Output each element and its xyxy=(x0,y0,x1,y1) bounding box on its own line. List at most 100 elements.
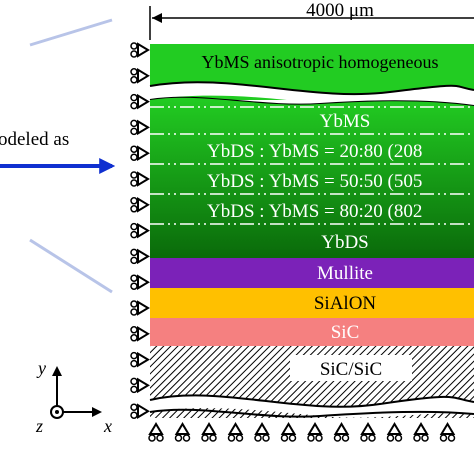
support xyxy=(130,334,138,342)
support xyxy=(130,68,138,76)
support xyxy=(137,145,150,161)
dimension-label: 4000 μm xyxy=(306,0,374,21)
interface-line xyxy=(149,81,474,96)
support xyxy=(421,434,429,442)
support xyxy=(130,179,138,187)
support xyxy=(130,93,138,102)
layer xyxy=(150,97,474,258)
support xyxy=(130,76,138,84)
support xyxy=(137,222,150,239)
support xyxy=(130,377,138,386)
support xyxy=(280,422,297,435)
support xyxy=(413,434,421,442)
layer xyxy=(150,288,474,318)
support xyxy=(137,300,150,316)
axis-label: z xyxy=(35,416,43,436)
interface-line xyxy=(149,394,474,408)
support xyxy=(394,434,403,442)
layer xyxy=(150,318,474,346)
support xyxy=(130,351,138,360)
support xyxy=(137,171,150,187)
support xyxy=(201,422,217,435)
dimension-arrow xyxy=(152,13,162,23)
support xyxy=(130,145,138,153)
axis-label: x xyxy=(103,416,112,436)
support xyxy=(137,248,150,265)
support xyxy=(130,282,138,290)
support xyxy=(386,434,395,442)
support xyxy=(130,50,138,58)
support xyxy=(137,377,150,394)
layer-label: YbDS : YbMS = 80:20 (802 xyxy=(207,201,422,222)
support xyxy=(307,434,315,442)
layer-label: SiAlON xyxy=(314,293,377,314)
support xyxy=(174,434,183,442)
support xyxy=(130,300,138,308)
support xyxy=(130,326,138,334)
support xyxy=(254,422,270,435)
support xyxy=(307,422,323,435)
support xyxy=(130,308,138,316)
layer-label: SiC/SiC xyxy=(320,359,382,380)
support xyxy=(368,434,376,442)
support xyxy=(137,326,150,342)
layer-label: SiC xyxy=(331,322,360,343)
support xyxy=(386,422,403,435)
support xyxy=(137,274,150,290)
support xyxy=(315,434,323,442)
support xyxy=(137,42,150,58)
support xyxy=(439,434,448,442)
guide-line xyxy=(29,238,113,294)
layer-label: Mullite xyxy=(317,263,373,284)
support xyxy=(130,42,138,50)
dash-lines xyxy=(150,106,474,225)
support xyxy=(137,93,150,110)
guide-line xyxy=(29,18,113,47)
support xyxy=(130,403,138,411)
support xyxy=(235,434,244,442)
support xyxy=(130,274,138,282)
support xyxy=(280,434,289,442)
support xyxy=(333,422,350,435)
support xyxy=(413,422,429,435)
layer-label: YbDS : YbMS = 20:80 (208 xyxy=(207,141,422,162)
interface-line xyxy=(149,408,474,418)
support xyxy=(130,153,138,161)
support xyxy=(360,422,376,435)
axis-origin xyxy=(55,410,59,414)
support xyxy=(137,119,150,136)
support xyxy=(130,101,138,110)
support xyxy=(182,434,191,442)
support xyxy=(209,434,217,442)
layer xyxy=(150,258,474,288)
support xyxy=(130,230,138,239)
support xyxy=(130,411,138,419)
support xyxy=(137,197,150,213)
annotation: odeled as xyxy=(0,129,69,150)
support xyxy=(148,434,156,442)
layer-label: YbMS xyxy=(320,111,371,132)
layer-label: YbDS xyxy=(321,232,369,253)
support xyxy=(156,434,164,442)
support xyxy=(254,434,262,442)
support xyxy=(288,434,297,442)
support xyxy=(447,434,456,442)
support xyxy=(130,359,138,368)
support xyxy=(130,197,138,205)
support xyxy=(174,422,191,435)
axis-label: y xyxy=(36,358,46,378)
label-box xyxy=(290,355,412,381)
support xyxy=(130,248,138,257)
layer-label: YbDS : YbMS = 50:50 (505 xyxy=(207,171,422,192)
support xyxy=(130,119,138,128)
support xyxy=(137,351,150,368)
support xyxy=(341,434,350,442)
support xyxy=(360,434,368,442)
support xyxy=(227,434,236,442)
support xyxy=(333,434,342,442)
support xyxy=(130,385,138,394)
support xyxy=(148,422,164,435)
support xyxy=(137,68,150,84)
support xyxy=(130,222,138,231)
